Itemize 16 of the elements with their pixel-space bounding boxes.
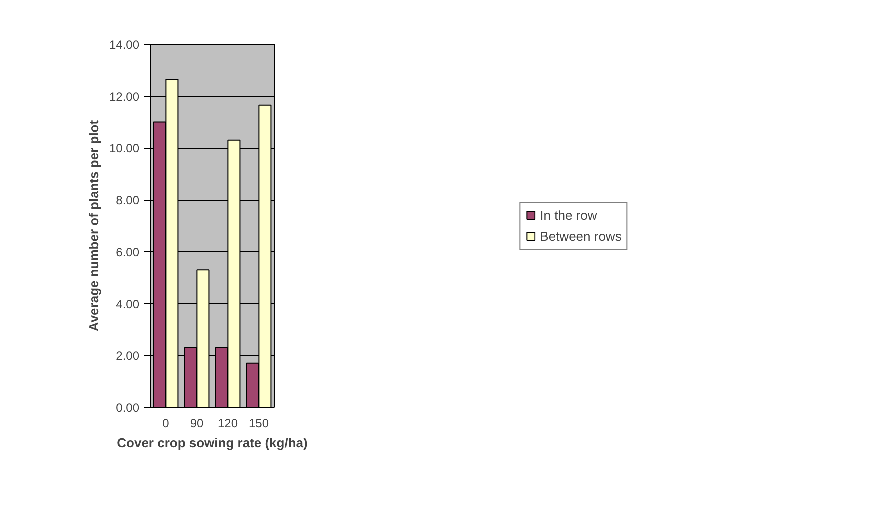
y-tick-label: 10.00 — [109, 142, 140, 156]
x-axis-title: Cover crop sowing rate (kg/ha) — [117, 436, 308, 450]
legend-label: In the row — [540, 208, 598, 222]
y-tick-label: 6.00 — [116, 245, 140, 260]
legend-label: Between rows — [540, 228, 622, 244]
y-axis-title: Average number of plants per plot — [86, 120, 102, 332]
y-tick-label: 0.00 — [116, 401, 140, 415]
x-tick-label: 0 — [162, 416, 170, 430]
y-tick-label: 8.00 — [116, 194, 140, 208]
x-tick-label: 90 — [190, 416, 204, 430]
y-tick-label: 2.00 — [116, 349, 140, 364]
x-tick-label: 150 — [248, 416, 270, 430]
x-tick-label: 120 — [218, 416, 238, 430]
y-tick-label: 12.00 — [109, 90, 140, 104]
y-tick-label: 4.00 — [116, 297, 140, 312]
y-tick-label: 14.00 — [109, 38, 140, 52]
